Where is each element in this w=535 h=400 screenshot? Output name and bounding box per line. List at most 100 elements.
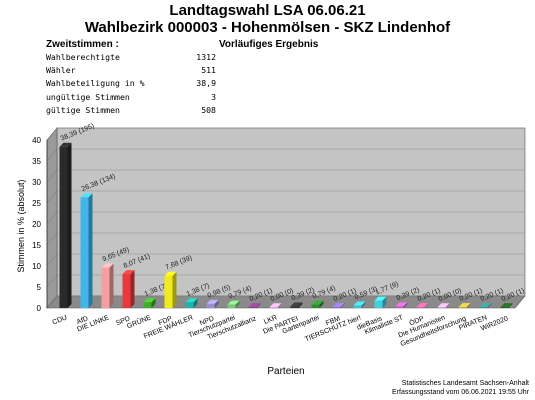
bar-top xyxy=(458,303,471,308)
bar-side xyxy=(277,303,282,308)
y-tick-label: 20 xyxy=(32,220,41,229)
bar xyxy=(311,304,320,308)
bar-top xyxy=(80,193,93,198)
gridline-side xyxy=(46,148,58,162)
bar-side xyxy=(88,193,93,308)
bar-side xyxy=(151,298,156,308)
bar xyxy=(458,307,467,308)
bar-side xyxy=(424,303,429,308)
stats-row: gültige Stimmen 508 xyxy=(46,104,216,117)
bar xyxy=(374,300,383,308)
bar-side xyxy=(109,263,114,308)
source-note: Statistisches Landesamt Sachsen-Anhalt xyxy=(401,380,529,387)
gridline-side xyxy=(46,253,58,267)
y-tick-label: 35 xyxy=(32,157,41,166)
stats-row: Wahlberechtigte 1312 xyxy=(46,51,216,64)
x-axis-title: Parteien xyxy=(267,366,304,377)
bar-side xyxy=(172,271,177,308)
bar-top xyxy=(185,298,198,303)
gridline-side xyxy=(46,169,58,183)
stats-row: Wahlbeteiligung in % 38,9 xyxy=(46,77,216,90)
bar xyxy=(269,307,278,308)
bar-top xyxy=(206,299,219,304)
y-tick-label: 40 xyxy=(32,136,41,145)
chart-subtitle: Wahlbezirk 000003 - Hohenmölsen - SKZ Li… xyxy=(84,19,451,36)
stat-label: Wahlberechtigte xyxy=(46,52,120,62)
bar-top xyxy=(122,270,135,275)
bar-top xyxy=(332,303,345,308)
bar-top xyxy=(227,300,240,305)
stat-value: 511 xyxy=(201,65,216,76)
bar-top xyxy=(353,301,366,306)
y-tick-label: 30 xyxy=(32,178,41,187)
stat-value: 3 xyxy=(211,91,216,102)
y-tick-label: 0 xyxy=(37,304,42,313)
bar-top xyxy=(143,298,156,303)
bar xyxy=(332,307,341,308)
x-tick-label: CDU xyxy=(52,314,69,326)
stat-label: Wahlbeteiligung in % xyxy=(46,78,145,89)
bar xyxy=(248,307,257,308)
bar-top xyxy=(59,142,72,147)
bar-side xyxy=(130,270,135,308)
bar-side xyxy=(319,300,324,308)
bar xyxy=(416,307,425,308)
bar-top xyxy=(311,300,324,305)
gridline-side xyxy=(46,190,58,204)
gridline-side xyxy=(46,127,58,141)
chart-title: Landtagswahl LSA 06.06.21 xyxy=(169,2,366,19)
x-tick-label: AfD xyxy=(76,315,89,326)
bar-top xyxy=(248,303,261,308)
stat-value: 38,9 xyxy=(196,78,216,89)
bar-top xyxy=(500,303,513,308)
bar-top xyxy=(479,303,492,308)
x-tick-label: LKR xyxy=(263,314,278,326)
bar xyxy=(206,303,215,308)
x-tick-label: FDP xyxy=(158,315,174,327)
y-tick-label: 25 xyxy=(32,199,41,208)
bar-top xyxy=(269,303,282,308)
bar xyxy=(185,302,194,308)
y-tick-label: 15 xyxy=(32,241,41,250)
gridline-side xyxy=(46,295,58,309)
stats-row: Wähler 511 xyxy=(46,64,216,77)
bar-side xyxy=(445,303,450,308)
bar-top xyxy=(101,263,114,268)
bar-side xyxy=(214,299,219,308)
section-label: Zweitstimmen : xyxy=(46,39,119,50)
bar xyxy=(500,307,509,308)
bar-top xyxy=(164,271,177,276)
stat-value: 508 xyxy=(201,104,216,115)
bar-side xyxy=(487,303,492,308)
stats-table: Wahlberechtigte 1312 Wähler 511 Wahlbete… xyxy=(46,51,216,117)
bar-side xyxy=(382,296,387,308)
bar-side xyxy=(340,303,345,308)
x-tick-label: SPD xyxy=(115,315,131,327)
bar-side xyxy=(508,303,513,308)
bar xyxy=(437,307,446,308)
x-tick-label: GRÜNE xyxy=(126,313,153,330)
bar xyxy=(227,304,236,308)
bar-side xyxy=(361,301,366,308)
stat-label: gültige Stimmen xyxy=(46,104,120,115)
y-tick-label: 10 xyxy=(32,262,41,271)
stats-row: ungültige Stimmen 3 xyxy=(46,91,216,104)
bar-top xyxy=(416,303,429,308)
bar-side xyxy=(193,298,198,308)
bar xyxy=(395,306,404,308)
bar-side xyxy=(235,300,240,308)
bar-side xyxy=(256,303,261,308)
bar-side xyxy=(67,142,72,308)
bar xyxy=(353,305,362,308)
bar-top xyxy=(374,296,387,301)
bar-top xyxy=(395,302,408,307)
bar xyxy=(290,306,299,308)
gridline-side xyxy=(46,211,58,225)
bar-side xyxy=(403,302,408,308)
gridline-side xyxy=(46,274,58,288)
bar xyxy=(101,267,110,308)
bar xyxy=(122,274,131,308)
bar xyxy=(479,307,488,308)
bar xyxy=(59,146,68,308)
